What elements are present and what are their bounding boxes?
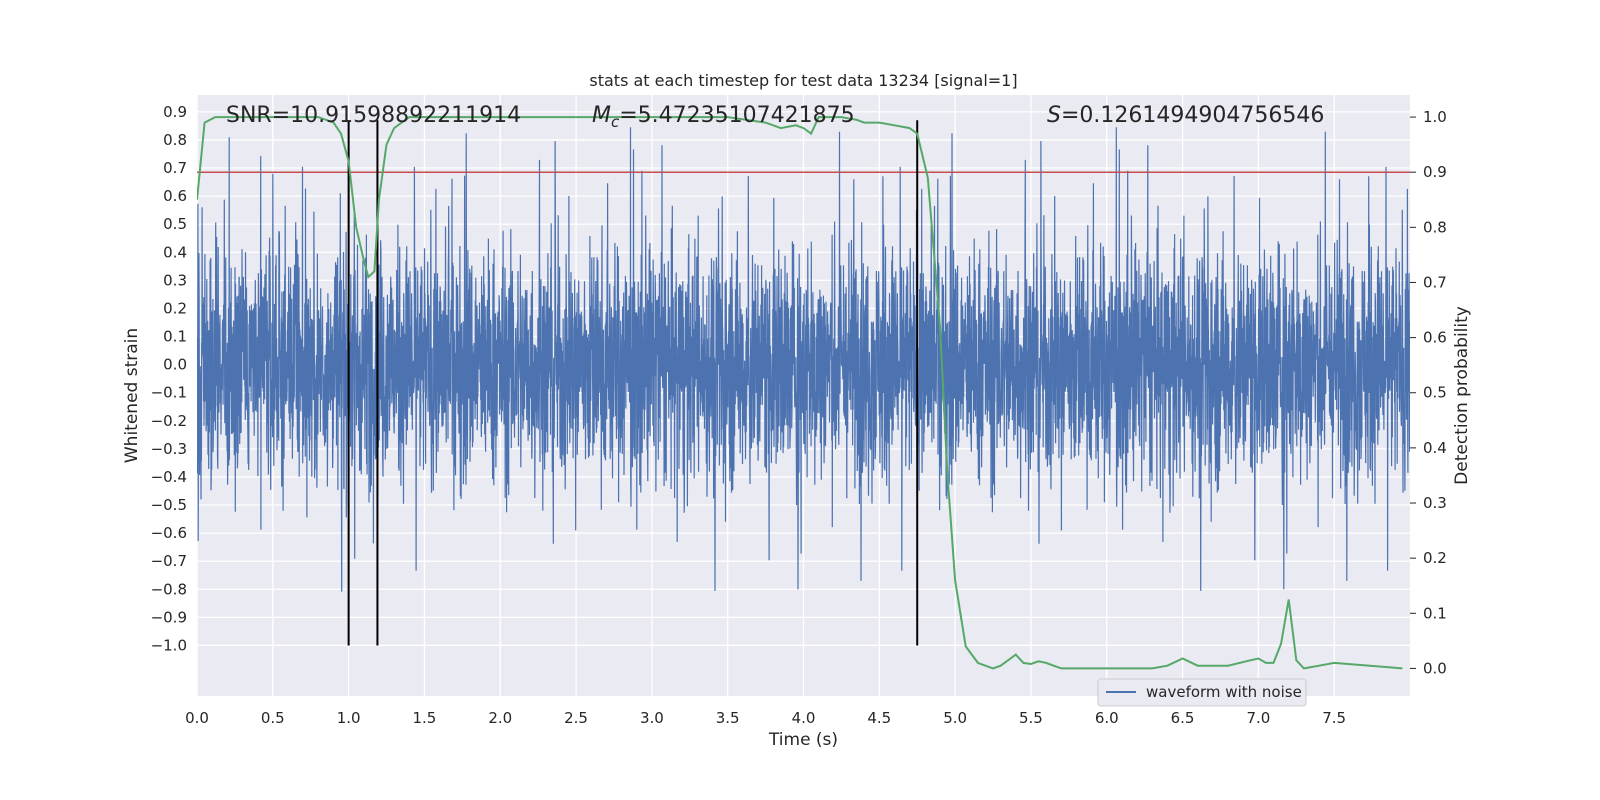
y-tick-label: 0.0: [163, 356, 187, 374]
x-axis-ticks: 0.0 0.5 1.0 1.5 2.0 2.5 3.0 3.5 4.0 4.5 5.0 5.5 6.0 6…: [185, 709, 1346, 727]
legend: waveform with noise: [1097, 678, 1307, 707]
y2-tick-label: 0.4: [1423, 439, 1447, 457]
y2-tick-label: 0.2: [1423, 549, 1447, 567]
y2-tick-label: 0.5: [1423, 384, 1447, 402]
y2-tick-label: 1.0: [1423, 108, 1447, 126]
x-tick-label: 3.0: [640, 709, 664, 727]
y2-axis-label: Detection probability: [1452, 306, 1472, 485]
y-tick-label: −0.4: [151, 468, 187, 486]
y-tick-label: −0.7: [151, 552, 187, 570]
x-tick-label: 1.5: [413, 709, 437, 727]
y2-axis-ticks: 1.0 0.9 0.8 0.7 0.6 0.5 0.4 0.3 0.2 0.1 0.0: [1410, 108, 1447, 677]
chart-title: stats at each timestep for test data 132…: [589, 71, 1017, 90]
y2-tick-label: 0.3: [1423, 494, 1447, 512]
y-tick-label: −0.6: [151, 524, 187, 542]
y-tick-label: −0.9: [151, 608, 187, 626]
x-tick-label: 6.0: [1095, 709, 1119, 727]
x-tick-label: 4.0: [792, 709, 816, 727]
x-axis-label: Time (s): [768, 730, 838, 750]
y-axis-label: Whitened strain: [122, 328, 142, 463]
y2-tick-label: 0.9: [1423, 163, 1447, 181]
y-axis-ticks: 0.9 0.8 0.7 0.6 0.5 0.4 0.3 0.2 0.1 0.0 −0.1 −0.2 −0…: [151, 103, 187, 655]
x-tick-label: 7.0: [1246, 709, 1270, 727]
y-tick-label: 0.5: [163, 215, 187, 233]
spin-value: =0.1261494904756546: [1061, 103, 1324, 128]
x-tick-label: 6.5: [1171, 709, 1195, 727]
y2-tick-label: 0.7: [1423, 273, 1447, 291]
x-tick-label: 1.0: [337, 709, 361, 727]
y-tick-label: 0.4: [163, 243, 187, 261]
snr-annotation: SNR=10.91598892211914: [226, 103, 521, 128]
y-tick-label: −0.3: [151, 440, 187, 458]
y-tick-label: −1.0: [151, 636, 187, 654]
y-tick-label: −0.5: [151, 496, 187, 514]
y2-tick-label: 0.6: [1423, 329, 1447, 347]
legend-box: [1097, 678, 1307, 707]
x-tick-label: 4.5: [867, 709, 891, 727]
y-tick-label: −0.2: [151, 412, 187, 430]
y2-tick-label: 0.1: [1423, 604, 1447, 622]
chirp-mass-symbol: M: [592, 103, 611, 128]
y-tick-label: 0.1: [163, 328, 187, 346]
detection-probability-series: [197, 116, 1403, 670]
y-tick-label: 0.6: [163, 187, 187, 205]
x-tick-label: 2.0: [488, 709, 512, 727]
x-tick-label: 0.5: [261, 709, 285, 727]
x-tick-label: 0.0: [185, 709, 209, 727]
waveform-series: [197, 127, 1410, 592]
y-tick-label: 0.2: [163, 299, 187, 317]
y-tick-label: 0.8: [163, 131, 187, 149]
plot-content: [197, 116, 1410, 670]
x-tick-label: 3.5: [716, 709, 740, 727]
y2-tick-label: 0.8: [1423, 218, 1447, 236]
y-tick-label: −0.8: [151, 580, 187, 598]
chirp-mass-annotation: Mc=5.47235107421875: [592, 103, 855, 131]
x-tick-label: 5.0: [943, 709, 967, 727]
spin-symbol: S: [1047, 103, 1061, 128]
x-tick-label: 2.5: [564, 709, 588, 727]
x-tick-label: 7.5: [1322, 709, 1346, 727]
y-tick-label: 0.7: [163, 159, 187, 177]
x-tick-label: 5.5: [1019, 709, 1043, 727]
legend-label-waveform: waveform with noise: [1146, 683, 1302, 701]
spin-annotation: S=0.1261494904756546: [1047, 103, 1324, 128]
y2-tick-label: 0.0: [1423, 659, 1447, 677]
chirp-mass-subscript: c: [611, 113, 620, 131]
y-tick-label: 0.3: [163, 271, 187, 289]
y-tick-label: −0.1: [151, 384, 187, 402]
chirp-mass-value: =5.47235107421875: [619, 103, 854, 128]
y-tick-label: 0.9: [163, 103, 187, 121]
